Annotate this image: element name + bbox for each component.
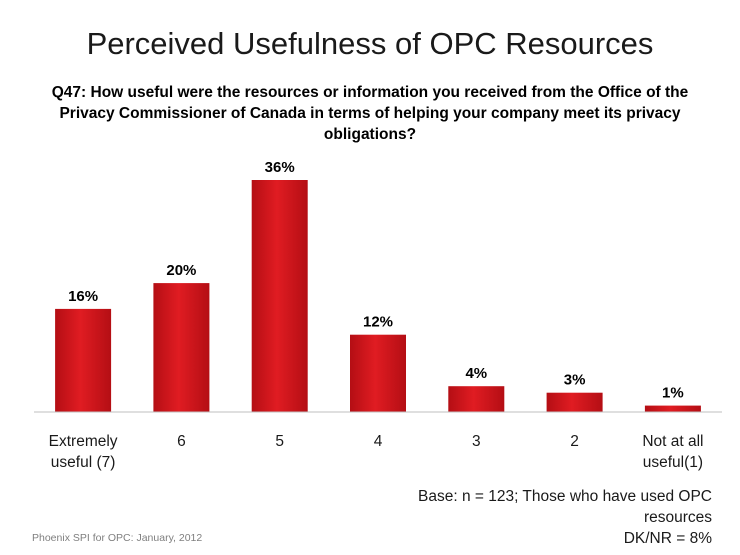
base-note-line2: DK/NR = 8% [623, 530, 712, 547]
data-label-1: 16% [68, 288, 98, 305]
category-label-2: 6 [177, 433, 186, 450]
bar-2 [153, 283, 210, 412]
chart-title: Perceived Usefulness of OPC Resources [86, 26, 654, 61]
data-label-2: 20% [166, 262, 196, 279]
bar-1 [55, 308, 112, 412]
data-label-5: 4% [465, 365, 487, 382]
survey-question: Q47: How useful were the resources or in… [51, 84, 689, 143]
category-label-5: 3 [472, 433, 481, 450]
bar-3 [251, 180, 308, 412]
bar-6 [546, 392, 603, 412]
data-label-6: 3% [564, 372, 586, 389]
bar-4 [350, 334, 406, 412]
category-label-6: 2 [570, 433, 579, 450]
base-note-line1: Base: n = 123; Those who have used OPC r… [418, 488, 712, 526]
data-label-4: 12% [363, 314, 393, 331]
source-footer: Phoenix SPI for OPC: January, 2012 [32, 532, 203, 544]
bar-5 [448, 386, 505, 412]
base-note: Base: n = 123; Those who have used OPC r… [382, 486, 712, 549]
category-label-7: Not at all useful(1) [642, 433, 703, 471]
data-label-7: 1% [662, 385, 684, 402]
category-label-4: 4 [374, 433, 383, 450]
category-label-1: Extremely useful (7) [49, 433, 118, 471]
bar-7 [644, 405, 701, 412]
category-label-3: 5 [275, 433, 284, 450]
data-label-3: 36% [265, 159, 295, 176]
